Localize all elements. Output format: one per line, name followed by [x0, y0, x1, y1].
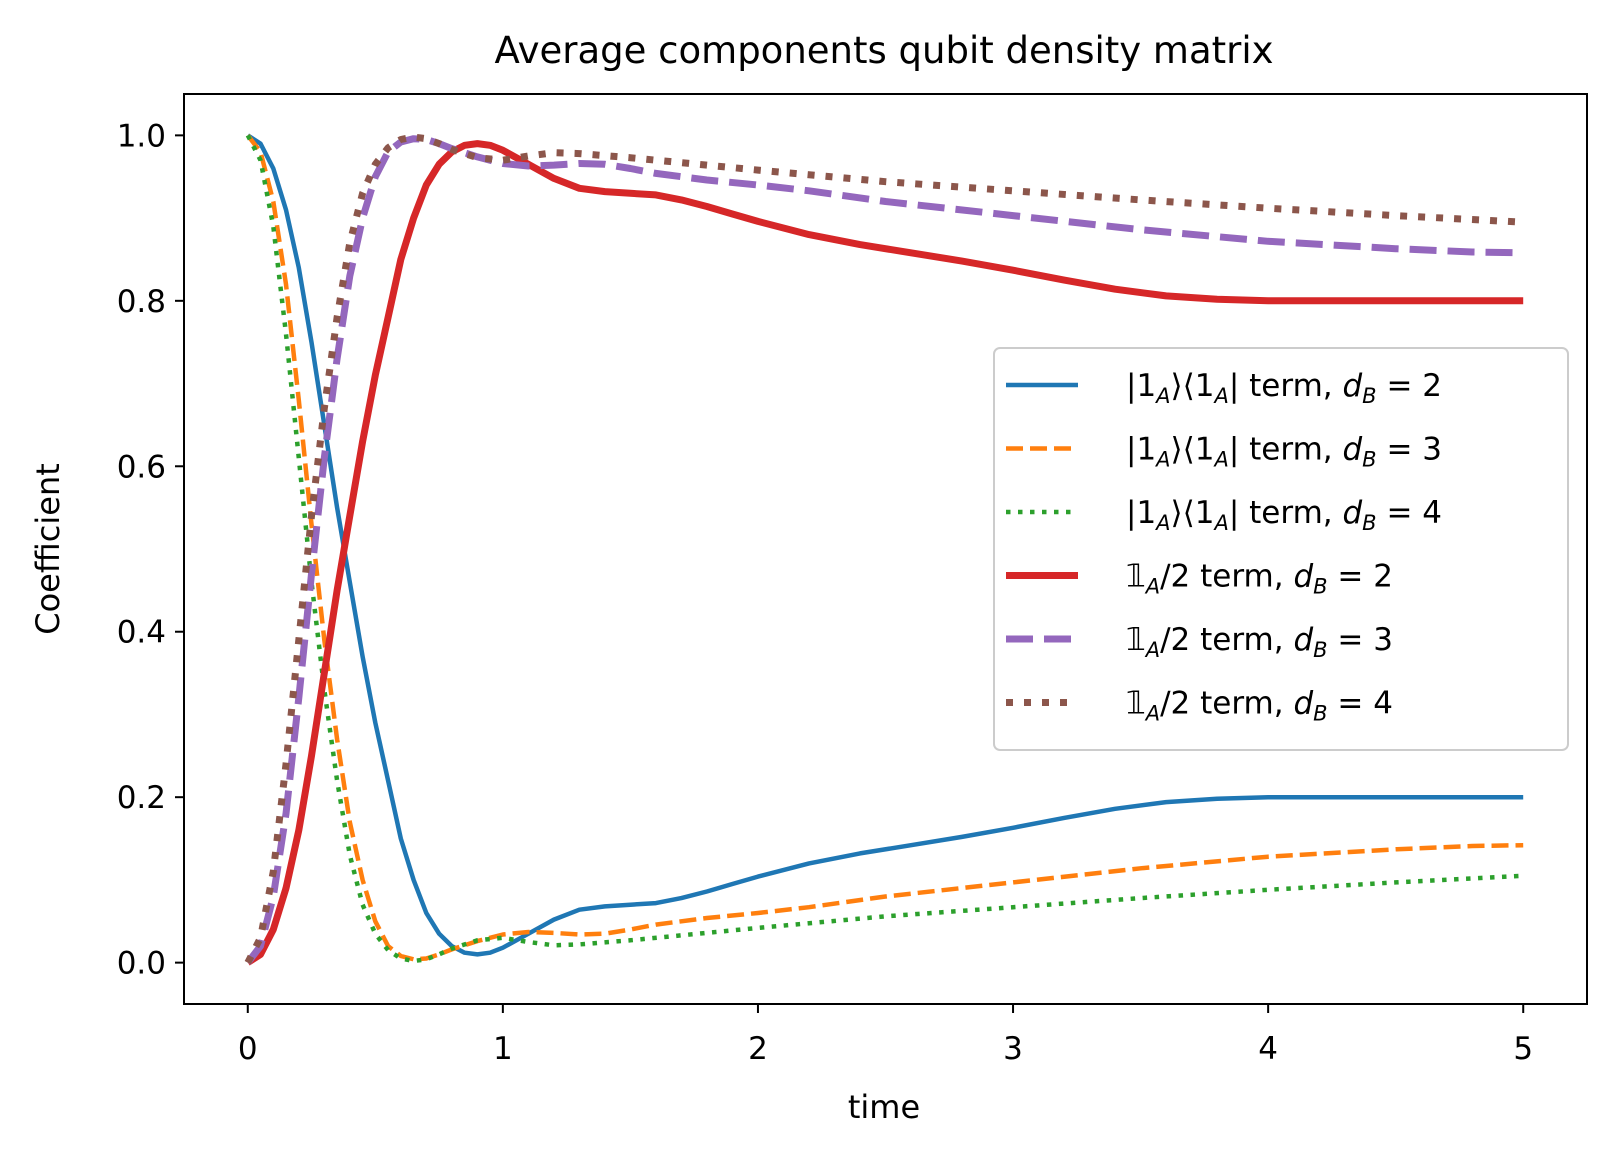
y-axis-label: Coefficient [29, 463, 67, 635]
series-line [245, 140, 1524, 966]
series-line [244, 133, 1524, 965]
legend-label: 𝟙A/2 term, dB = 3 [1126, 622, 1393, 662]
plot-area [183, 93, 1588, 1005]
y-tick-label: 0.4 [117, 615, 166, 651]
legend-label: |1A⟩⟨1A| term, dB = 4 [1126, 495, 1442, 535]
x-tick-label: 2 [748, 1031, 768, 1067]
x-axis: 0 1 2 3 4 5 [238, 1004, 1533, 1067]
series-group [244, 133, 1524, 966]
legend-label: |1A⟩⟨1A| term, dB = 3 [1126, 432, 1442, 472]
y-tick-label: 0.2 [117, 780, 166, 816]
y-tick-label: 0.8 [117, 284, 166, 320]
x-tick-label: 4 [1258, 1031, 1278, 1067]
y-tick-label: 1.0 [117, 118, 166, 154]
x-tick-label: 3 [1003, 1031, 1023, 1067]
series-line [245, 135, 1524, 965]
y-tick-label: 0.0 [117, 946, 166, 982]
legend-label: |1A⟩⟨1A| term, dB = 2 [1126, 368, 1442, 408]
y-tick-label: 0.6 [117, 449, 166, 485]
series-line [245, 134, 1524, 964]
legend-label: 𝟙A/2 term, dB = 2 [1126, 559, 1393, 599]
x-axis-label: time [848, 1088, 920, 1126]
plot-frame [183, 93, 1588, 1005]
y-axis: 0.0 0.2 0.4 0.6 0.8 1.0 [117, 118, 184, 982]
legend-box [993, 347, 1569, 751]
x-tick-label: 1 [493, 1031, 513, 1067]
legend: |1A⟩⟨1A| term, dB = 2 |1A⟩⟨1A| term, dB =… [993, 347, 1569, 751]
x-tick-label: 5 [1513, 1031, 1533, 1067]
x-tick-label: 0 [238, 1031, 258, 1067]
legend-label: 𝟙A/2 term, dB = 4 [1126, 686, 1393, 726]
chart-title: Average components qubit density matrix [494, 29, 1273, 72]
